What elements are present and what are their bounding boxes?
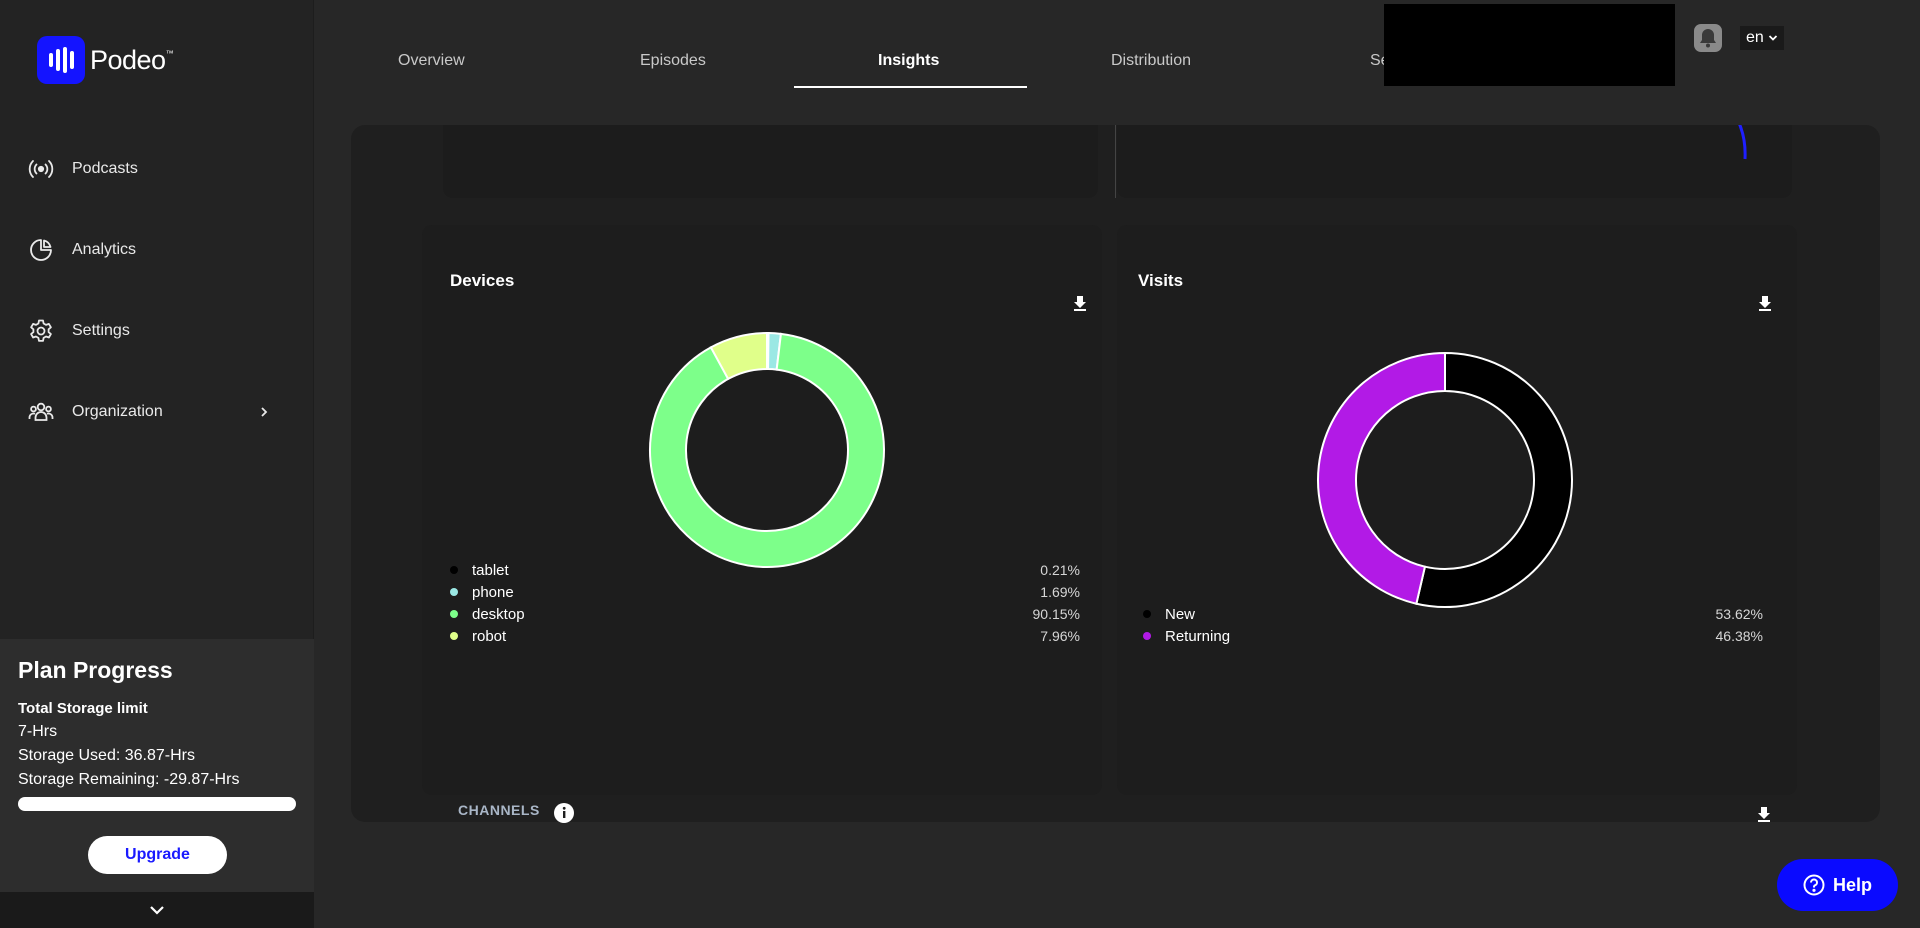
legend-item: desktop 90.15% — [450, 603, 1080, 625]
storage-remaining: Storage Remaining: -29.87-Hrs — [18, 771, 240, 788]
language-selector[interactable]: en — [1740, 26, 1784, 50]
help-button[interactable]: Help — [1777, 859, 1898, 911]
pie-chart-icon — [30, 238, 52, 261]
channels-download-icon[interactable] — [1757, 806, 1771, 822]
sidebar-item-organization[interactable]: Organization — [0, 371, 314, 452]
legend-item: Returning 46.38% — [1143, 625, 1763, 647]
storage-progress-bar — [18, 797, 296, 811]
legend-dot — [450, 588, 458, 596]
legend-label: Returning — [1165, 627, 1231, 645]
visits-title: Visits — [1138, 271, 1184, 290]
sidebar-collapse-toggle[interactable] — [0, 892, 314, 928]
chevron-down-icon — [1768, 35, 1777, 41]
top-divider — [1115, 125, 1116, 198]
legend-value: 53.62% — [1715, 606, 1763, 622]
channels-heading: CHANNELS — [458, 802, 540, 818]
sidebar-item-label: Organization — [72, 402, 163, 420]
download-icon[interactable] — [1073, 295, 1087, 311]
donut-fragment-right — [1738, 125, 1747, 160]
tab-insights[interactable]: Insights — [878, 52, 940, 69]
legend-dot — [1143, 632, 1151, 640]
legend-label: phone — [472, 583, 514, 601]
top-card-left — [443, 125, 1178, 198]
logo-icon — [37, 36, 85, 84]
help-label: Help — [1832, 874, 1872, 895]
storage-used: Storage Used: 36.87-Hrs — [18, 747, 195, 764]
legend-dot — [1143, 610, 1151, 618]
trademark: ™ — [165, 48, 174, 58]
sidebar-item-label: Podcasts — [72, 159, 138, 177]
tab-episodes[interactable]: Episodes — [640, 52, 706, 69]
legend-value: 46.38% — [1715, 628, 1763, 644]
legend-label: desktop — [472, 605, 525, 623]
donut-slice-returning[interactable] — [1317, 351, 1446, 605]
brand-name: Podeo — [90, 44, 166, 75]
legend-value: 7.96% — [1040, 628, 1080, 644]
chevron-right-icon — [261, 406, 268, 417]
devices-card: Devices tablet 0.21% phone 1.69% desktop 90… — [422, 225, 1102, 795]
tab-distribution[interactable]: Distribution — [1111, 52, 1192, 69]
legend-value: 1.69% — [1040, 584, 1080, 600]
legend-item: tablet 0.21% — [450, 559, 1080, 581]
legend-value: 0.21% — [1040, 562, 1080, 578]
legend-value: 90.15% — [1032, 606, 1080, 622]
notification-bell-icon[interactable] — [1694, 24, 1722, 52]
insights-panel: Devices tablet 0.21% phone 1.69% desktop 90… — [351, 125, 1880, 822]
info-icon[interactable] — [553, 802, 575, 824]
sidebar-item-settings[interactable]: Settings — [0, 290, 314, 371]
storage-limit-value: 7-Hrs — [18, 723, 58, 740]
legend-item: robot 7.96% — [450, 625, 1080, 647]
devices-title: Devices — [450, 271, 515, 290]
language-value: en — [1746, 29, 1764, 46]
sidebar: Podeo™ Podcasts Analytics Settings — [0, 0, 314, 928]
visits-donut-chart — [1317, 351, 1573, 608]
sidebar-item-analytics[interactable]: Analytics — [0, 209, 314, 290]
legend-dot — [450, 632, 458, 640]
users-group-icon — [28, 402, 54, 421]
download-icon[interactable] — [1758, 295, 1772, 311]
sidebar-nav: Podcasts Analytics Settings Organization — [0, 128, 314, 452]
active-tab-indicator — [794, 86, 1027, 88]
legend-dot — [450, 566, 458, 574]
question-circle-icon — [1803, 874, 1825, 896]
donut-slice-robot[interactable] — [709, 331, 768, 381]
sidebar-item-podcasts[interactable]: Podcasts — [0, 128, 314, 209]
gear-icon — [30, 319, 52, 342]
top-card-right — [1117, 125, 1792, 198]
plan-title: Plan Progress — [18, 657, 173, 683]
legend-label: robot — [472, 627, 507, 645]
donut-slice-desktop[interactable] — [649, 332, 885, 568]
legend-label: tablet — [472, 561, 509, 579]
upgrade-button[interactable]: Upgrade — [88, 836, 227, 874]
donut-slice-new[interactable] — [1415, 351, 1573, 608]
legend-label: New — [1165, 605, 1196, 623]
storage-limit-label: Total Storage limit — [18, 700, 148, 717]
chevron-down-icon — [150, 906, 164, 915]
legend-dot — [450, 610, 458, 618]
legend-item: phone 1.69% — [450, 581, 1080, 603]
visits-card: Visits New 53.62% Returning 46.38% — [1117, 225, 1797, 795]
podcast-broadcast-icon — [28, 159, 54, 178]
plan-progress-panel: Plan Progress Total Storage limit 7-Hrs … — [0, 639, 314, 892]
tab-overview[interactable]: Overview — [398, 52, 465, 69]
redacted-area — [1384, 4, 1675, 86]
podeo-logo[interactable]: Podeo™ — [37, 36, 174, 84]
devices-legend: tablet 0.21% phone 1.69% desktop 90.15% rob… — [450, 559, 1080, 647]
visits-legend: New 53.62% Returning 46.38% — [1143, 603, 1763, 647]
sidebar-item-label: Analytics — [72, 240, 137, 258]
legend-item: New 53.62% — [1143, 603, 1763, 625]
sidebar-item-label: Settings — [72, 321, 130, 339]
devices-donut-chart — [649, 331, 885, 568]
